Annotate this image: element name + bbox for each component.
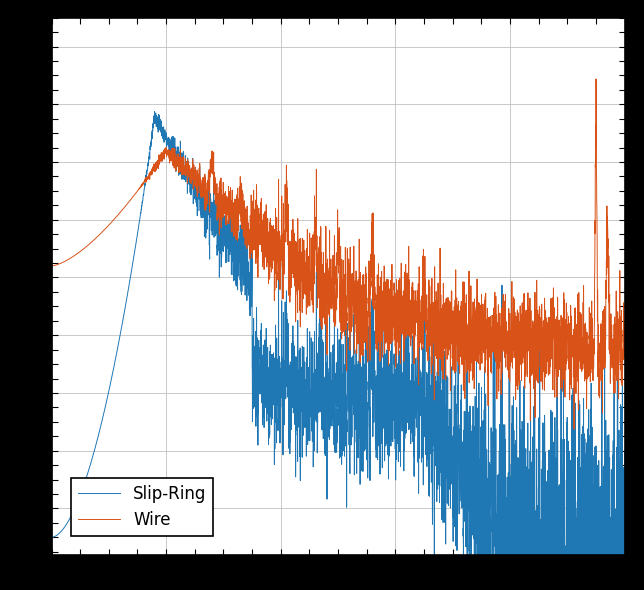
Slip-Ring: [48, 534, 55, 541]
Slip-Ring: [621, 447, 629, 454]
Wire: [603, 237, 611, 244]
Wire: [289, 266, 296, 273]
Wire: [575, 345, 583, 352]
Slip-Ring: [289, 373, 296, 380]
Slip-Ring: [575, 397, 583, 404]
Slip-Ring: [293, 402, 301, 409]
Slip-Ring: [151, 108, 158, 115]
Wire: [48, 263, 55, 270]
Wire: [570, 425, 578, 432]
Slip-Ring: [464, 507, 472, 514]
Wire: [320, 299, 328, 306]
Line: Wire: Wire: [52, 79, 625, 429]
Wire: [293, 266, 301, 273]
Wire: [464, 326, 472, 333]
Wire: [592, 76, 600, 83]
Wire: [621, 321, 629, 328]
Slip-Ring: [430, 551, 438, 558]
Slip-Ring: [603, 432, 611, 439]
Legend: Slip-Ring, Wire: Slip-Ring, Wire: [71, 478, 213, 536]
Line: Slip-Ring: Slip-Ring: [52, 112, 625, 555]
Slip-Ring: [320, 379, 328, 386]
